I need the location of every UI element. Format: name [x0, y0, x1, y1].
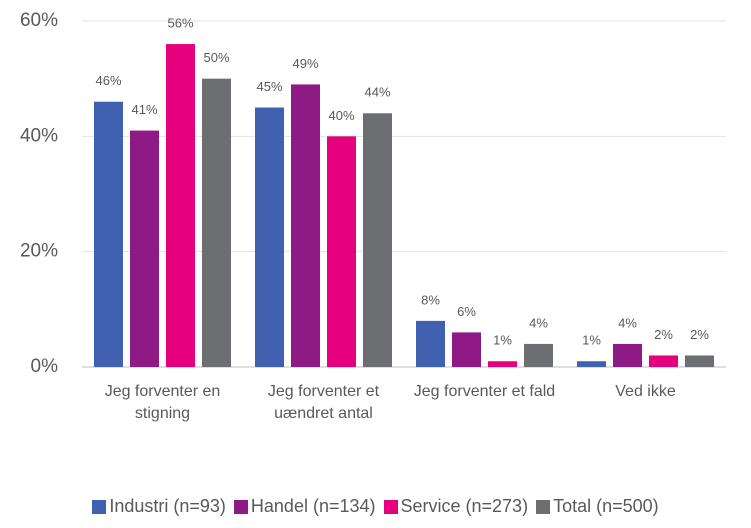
data-label: 4% — [618, 315, 637, 330]
bar — [363, 113, 392, 368]
bar — [685, 355, 714, 367]
y-tick-label: 0% — [31, 356, 59, 377]
data-label: 40% — [328, 108, 354, 123]
bar — [166, 44, 195, 368]
legend-swatch — [92, 499, 107, 514]
data-label: 41% — [131, 102, 157, 117]
bar — [94, 101, 123, 367]
data-label: 2% — [690, 327, 709, 342]
bar — [202, 78, 231, 368]
data-label: 2% — [654, 327, 673, 342]
bar — [327, 136, 356, 367]
data-label: 1% — [582, 333, 601, 348]
bar — [452, 332, 481, 367]
x-tick-label: Ved ikke — [615, 383, 676, 400]
x-tick-label: Jeg forventer et uændret antal — [267, 383, 380, 422]
data-label: 8% — [421, 292, 440, 307]
data-label: 44% — [364, 85, 390, 100]
bar — [613, 343, 642, 367]
legend-swatch — [383, 499, 398, 514]
legend-item: Service (n=273) — [383, 496, 529, 517]
bar — [524, 343, 553, 367]
data-label: 6% — [457, 304, 476, 319]
bar — [649, 355, 678, 367]
bar — [577, 361, 606, 367]
legend-swatch — [233, 499, 248, 514]
legend-label: Industri (n=93) — [109, 496, 226, 516]
bar — [255, 107, 284, 367]
y-tick-label: 20% — [20, 241, 58, 262]
legend-item: Total (n=500) — [536, 496, 659, 517]
y-tick-label: 40% — [20, 125, 58, 146]
bar — [130, 130, 159, 367]
data-label: 46% — [95, 73, 121, 88]
data-label: 49% — [292, 56, 318, 71]
x-tick-label: Jeg forventer et fald — [413, 383, 556, 400]
data-label: 50% — [203, 50, 229, 65]
legend-swatch — [536, 499, 551, 514]
bar — [416, 320, 445, 367]
legend-item: Industri (n=93) — [92, 496, 226, 517]
x-tick-label: Jeg forventer en stigning — [104, 383, 221, 422]
bar — [488, 361, 517, 367]
y-tick-label: 60% — [20, 10, 58, 31]
bar — [291, 84, 320, 367]
legend: Industri (n=93) Handel (n=134) Service (n=… — [0, 496, 751, 517]
data-label: 56% — [167, 16, 193, 31]
data-label: 4% — [529, 315, 548, 330]
legend-label: Handel (n=134) — [250, 496, 376, 516]
data-label: 45% — [256, 79, 282, 94]
legend-label: Total (n=500) — [553, 496, 659, 516]
legend-item: Handel (n=134) — [233, 496, 376, 517]
data-label: 1% — [493, 333, 512, 348]
legend-label: Service (n=273) — [400, 496, 529, 516]
